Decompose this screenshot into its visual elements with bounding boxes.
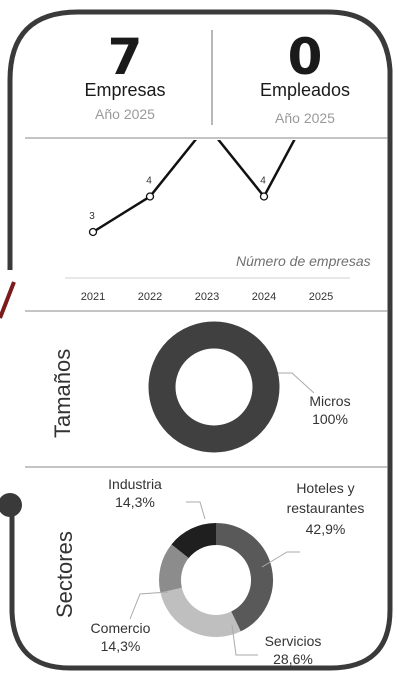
data-point-2024 (259, 192, 269, 201)
accent-stroke (0, 281, 16, 319)
empresas-line-chart: 3202142022620234202472025 (65, 140, 350, 303)
x-tick-2021: 2021 (81, 291, 105, 303)
leader-micros (278, 372, 315, 394)
series-line (92, 140, 296, 234)
x-tick-2025: 2025 (309, 291, 333, 303)
empleados-label: Empleados (259, 80, 351, 100)
data-label-2024: 4 (260, 176, 266, 187)
x-tick-2024: 2024 (252, 291, 276, 303)
label-hoteles-value: 42,9% (305, 521, 346, 537)
empleados-year: Año 2025 (275, 110, 335, 126)
x-tick-2023: 2023 (195, 291, 219, 303)
data-label-2021: 3 (89, 211, 95, 222)
data-point-2022 (145, 192, 155, 201)
data-label-2022: 4 (146, 176, 152, 187)
empleados-value: 0 (287, 28, 323, 86)
timeline-dot (0, 493, 22, 517)
empresas-year: Año 2025 (95, 106, 155, 122)
label-servicios: Servicios 28,6% (258, 632, 328, 668)
leader-hoteles (261, 551, 300, 568)
leader-industria (186, 501, 206, 520)
x-tick-2022: 2022 (138, 291, 162, 303)
label-industria-value: 14,3% (115, 494, 155, 510)
label-micros-name: Micros (309, 393, 351, 409)
slice-micros (148, 321, 280, 453)
sectores-donut-chart (129, 501, 300, 656)
slice-comercio (159, 544, 189, 593)
line-chart-caption: Número de empresas (236, 253, 371, 269)
label-hoteles-name: Hoteles y restaurantes (286, 480, 365, 516)
empresas-label: Empresas (84, 80, 166, 100)
label-comercio-name: Comercio (90, 620, 151, 636)
label-micros-value: 100% (312, 411, 348, 427)
empresas-value: 7 (107, 28, 143, 86)
label-industria: Industria 14,3% (100, 475, 170, 511)
label-servicios-value: 28,6% (273, 651, 313, 667)
slice-industria (171, 523, 217, 559)
label-servicios-name: Servicios (264, 633, 322, 649)
label-industria-name: Industria (108, 476, 162, 492)
card-border (7, 9, 393, 671)
slice-servicios (160, 587, 241, 637)
label-comercio-value: 14,3% (100, 638, 141, 654)
leader-servicios (231, 624, 258, 656)
label-micros: Micros 100% (300, 392, 360, 428)
tamanos-donut-chart (148, 321, 315, 453)
leader-comercio (129, 591, 169, 620)
label-comercio: Comercio 14,3% (83, 619, 158, 655)
slice-hoteles-y-restaurantes (215, 523, 273, 632)
label-hoteles: Hoteles y restaurantes 42,9% (278, 478, 373, 540)
data-point-2021 (88, 227, 98, 237)
